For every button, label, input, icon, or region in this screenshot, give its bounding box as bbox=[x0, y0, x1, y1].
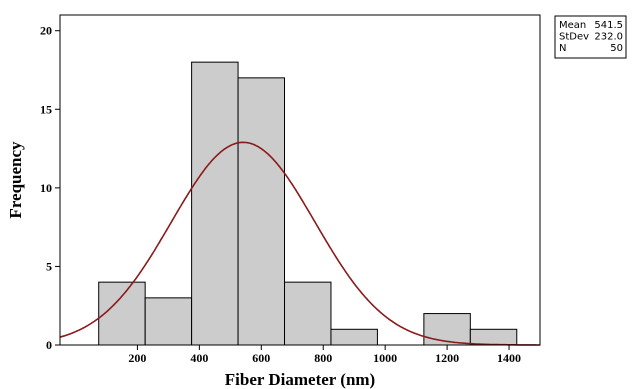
y-tick-label: 10 bbox=[40, 181, 52, 195]
stat-value: 541.5 bbox=[594, 20, 623, 31]
histogram-bars bbox=[98, 61, 518, 346]
y-tick-label: 5 bbox=[46, 259, 52, 273]
histogram-bar-8 bbox=[469, 328, 518, 346]
histogram-bar-7 bbox=[423, 313, 471, 346]
stats-box-border bbox=[554, 15, 627, 59]
x-tick-label: 1400 bbox=[497, 351, 521, 365]
x-tick-label: 800 bbox=[314, 351, 332, 365]
histogram-bar-3 bbox=[237, 77, 286, 346]
normal-fit-curve bbox=[59, 141, 540, 346]
stat-label: StDev bbox=[559, 32, 589, 43]
stat-label: N bbox=[559, 43, 566, 54]
x-tick-label: 400 bbox=[190, 351, 208, 365]
stats-rows: Mean 541.5 StDev 232.0 N 50 bbox=[559, 20, 623, 54]
y-axis-title: Frequency bbox=[6, 141, 25, 219]
histogram-bar-5 bbox=[330, 328, 378, 346]
stat-value: 232.0 bbox=[594, 32, 623, 43]
x-axis: 200 400 600 800 1000 1200 1400 bbox=[128, 345, 521, 365]
y-tick-label: 20 bbox=[40, 24, 52, 38]
y-tick-label: 15 bbox=[40, 102, 52, 116]
x-axis-title: Fiber Diameter (nm) bbox=[225, 370, 375, 389]
y-tick-label: 0 bbox=[46, 338, 52, 352]
x-tick-label: 1200 bbox=[435, 351, 459, 365]
plot-frame bbox=[59, 14, 541, 346]
histogram-bar-2 bbox=[191, 61, 239, 346]
stat-value: 50 bbox=[610, 43, 623, 54]
histogram-bar-0 bbox=[98, 281, 146, 346]
x-tick-label: 600 bbox=[252, 351, 270, 365]
x-tick-label: 200 bbox=[128, 351, 146, 365]
summary-stats-box: Mean 541.5 StDev 232.0 N 50 bbox=[554, 15, 627, 59]
stat-label: Mean bbox=[559, 20, 586, 31]
histogram-bar-4 bbox=[284, 281, 332, 346]
x-tick-label: 1000 bbox=[373, 351, 397, 365]
histogram-bar-1 bbox=[144, 297, 193, 346]
y-axis: 0 5 10 15 20 bbox=[40, 24, 60, 352]
